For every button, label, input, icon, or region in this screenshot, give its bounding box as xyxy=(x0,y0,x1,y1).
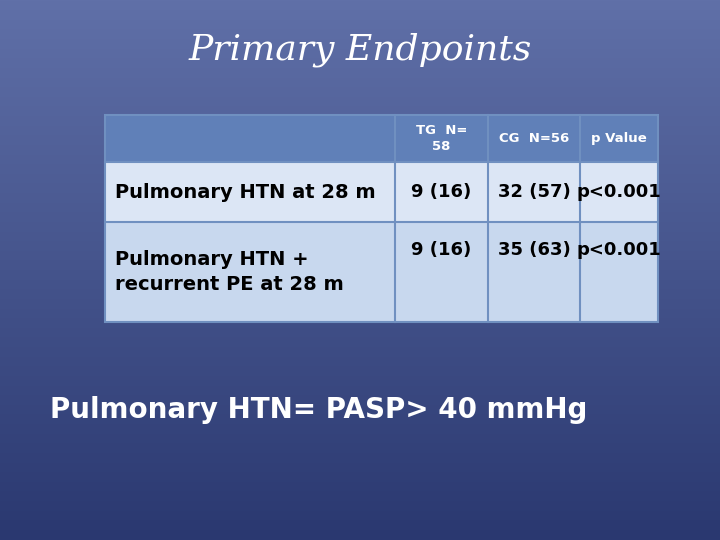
Text: p<0.001: p<0.001 xyxy=(577,183,662,201)
Bar xyxy=(105,115,658,322)
Bar xyxy=(105,162,658,222)
Text: TG  N=
58: TG N= 58 xyxy=(416,125,467,152)
Text: Pulmonary HTN at 28 m: Pulmonary HTN at 28 m xyxy=(115,183,376,201)
Text: p Value: p Value xyxy=(591,132,647,145)
Text: p<0.001: p<0.001 xyxy=(577,241,662,259)
Text: 35 (63): 35 (63) xyxy=(498,241,570,259)
Text: CG  N=56: CG N=56 xyxy=(499,132,569,145)
Text: Primary Endpoints: Primary Endpoints xyxy=(189,33,531,68)
Bar xyxy=(105,115,658,162)
Text: Pulmonary HTN +
recurrent PE at 28 m: Pulmonary HTN + recurrent PE at 28 m xyxy=(115,250,343,294)
Text: 9 (16): 9 (16) xyxy=(411,183,472,201)
Text: 9 (16): 9 (16) xyxy=(411,241,472,259)
Bar xyxy=(105,222,658,322)
Text: Pulmonary HTN= PASP> 40 mmHg: Pulmonary HTN= PASP> 40 mmHg xyxy=(50,396,588,424)
Text: 32 (57): 32 (57) xyxy=(498,183,570,201)
